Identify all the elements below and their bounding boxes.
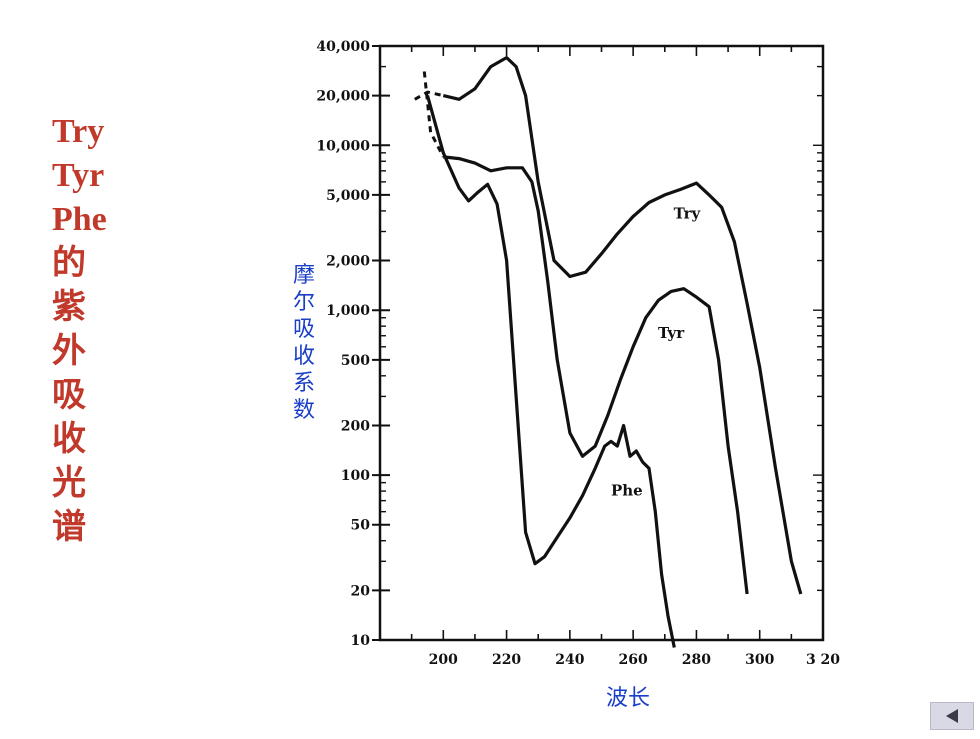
- x-tick-label: 200: [429, 652, 458, 668]
- previous-slide-button[interactable]: [930, 702, 974, 730]
- title-line: 收: [52, 421, 86, 458]
- title-line: 吸: [52, 377, 86, 414]
- series-line-dashed-tyr: [422, 71, 445, 158]
- y-label-char: 系: [292, 371, 315, 396]
- y-tick-label: 20,000: [316, 89, 370, 105]
- y-tick-label: 200: [341, 418, 370, 434]
- series-label-try: Try: [674, 204, 702, 222]
- y-tick-label: 40,000: [316, 39, 370, 55]
- y-label-char: 尔: [292, 290, 315, 315]
- title-line: Phe: [52, 201, 107, 238]
- y-tick-label: 1,000: [326, 303, 370, 319]
- series-label-phe: Phe: [611, 482, 643, 500]
- title-line: Try: [52, 113, 105, 150]
- title-line: Tyr: [52, 157, 105, 194]
- y-tick-label: 10,000: [316, 138, 370, 154]
- y-tick-label: 20: [351, 583, 371, 599]
- title-line: 紫: [52, 289, 86, 326]
- title-line: 光: [52, 465, 86, 502]
- y-label-char: 摩: [292, 263, 315, 288]
- y-label-char: 数: [292, 398, 315, 423]
- plot-frame: [378, 44, 825, 642]
- left-triangle-icon: [946, 709, 958, 723]
- y-tick-label: 2,000: [326, 254, 370, 270]
- y-axis-label: 摩 尔 吸 收 系 数: [290, 262, 318, 424]
- y-label-char: 吸: [292, 317, 315, 342]
- x-tick-label: 280: [682, 652, 711, 668]
- x-tick-label: 300: [745, 652, 774, 668]
- series-line-dashed-try: [414, 90, 444, 101]
- y-tick-label: 100: [341, 468, 370, 484]
- y-tick-label: 500: [341, 353, 370, 369]
- y-tick-label: 5,000: [326, 188, 370, 204]
- title-line: 的: [52, 245, 86, 282]
- x-tick-label: 260: [619, 652, 648, 668]
- series-line-try: [442, 56, 803, 595]
- x-axis-label: 波长: [606, 686, 651, 711]
- title-line: 外: [52, 333, 86, 370]
- series-label-tyr: Tyr: [658, 324, 685, 342]
- title-column: Try Tyr Phe 的 紫 外 吸 收 光 谱: [52, 110, 122, 550]
- y-tick-label: 10: [351, 633, 371, 649]
- series-line-phe: [425, 95, 676, 648]
- x-tick-label: 240: [555, 652, 584, 668]
- title-line: 谱: [52, 509, 86, 546]
- y-tick-label: 50: [351, 518, 371, 534]
- series-line-tyr: [443, 155, 749, 595]
- x-tick-label: 220: [492, 652, 521, 668]
- x-tick-label: 3 20: [806, 652, 840, 668]
- y-label-char: 收: [292, 344, 315, 369]
